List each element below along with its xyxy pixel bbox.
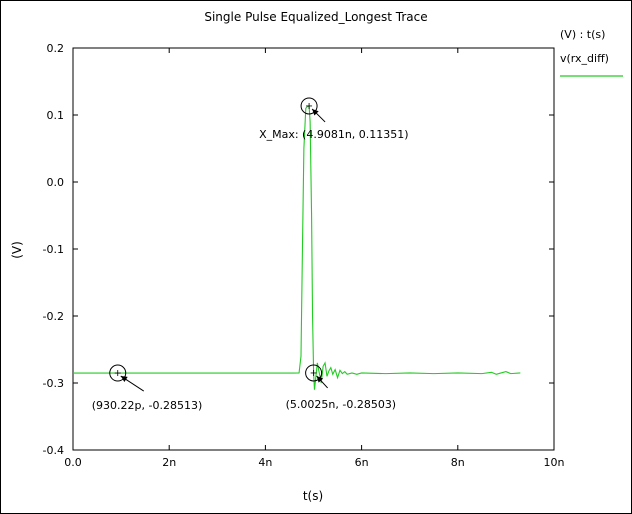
x-tick-label: 2n <box>162 456 176 469</box>
marker-label: X_Max: (4.9081n, 0.11351) <box>259 128 409 141</box>
series-line-v-rx-diff-[interactable] <box>73 105 521 390</box>
marker-circle[interactable] <box>109 364 127 382</box>
chart-title: Single Pulse Equalized_Longest Trace <box>204 10 427 24</box>
plot-area <box>72 47 555 451</box>
marker-circle[interactable] <box>300 97 318 115</box>
y-tick-label: -0.1 <box>43 243 64 256</box>
x-tick-label: 10n <box>544 456 565 469</box>
y-tick-label: 0.2 <box>47 42 65 55</box>
legend[interactable]: (V) : t(s) v(rx_diff) <box>560 28 623 77</box>
x-tick-label: 6n <box>355 456 369 469</box>
y-tick-label: -0.2 <box>43 310 64 323</box>
x-tick-label: 8n <box>451 456 465 469</box>
y-axis-label: (V) <box>10 241 24 259</box>
marker-arrowhead <box>312 108 319 116</box>
marker-layer: (930.22p, -0.28513) X_Max: (4.9081n, 0.11… <box>92 97 409 412</box>
y-tick-label: 0.1 <box>47 109 65 122</box>
series-layer <box>73 105 521 390</box>
x-tick-label: 0.0 <box>64 456 82 469</box>
x-axis: 0.0 2n 4n 6n 8n 10n <box>64 48 565 469</box>
y-tick-label: -0.4 <box>43 444 64 457</box>
x-tick-label: 4n <box>258 456 272 469</box>
marker-arrowhead <box>120 376 128 383</box>
marker-circle[interactable] <box>305 364 323 382</box>
marker-label: (5.0025n, -0.28503) <box>286 398 397 411</box>
legend-entry-label: v(rx_diff) <box>560 52 609 65</box>
marker-arrowhead <box>316 375 324 383</box>
marker-label: (930.22p, -0.28513) <box>92 399 203 412</box>
y-tick-label: 0.0 <box>47 176 65 189</box>
x-axis-label: t(s) <box>303 489 323 503</box>
y-axis: 0.2 0.1 0.0 -0.1 -0.2 -0.3 -0.4 <box>43 42 554 457</box>
y-tick-label: -0.3 <box>43 377 64 390</box>
legend-header: (V) : t(s) <box>560 28 605 41</box>
